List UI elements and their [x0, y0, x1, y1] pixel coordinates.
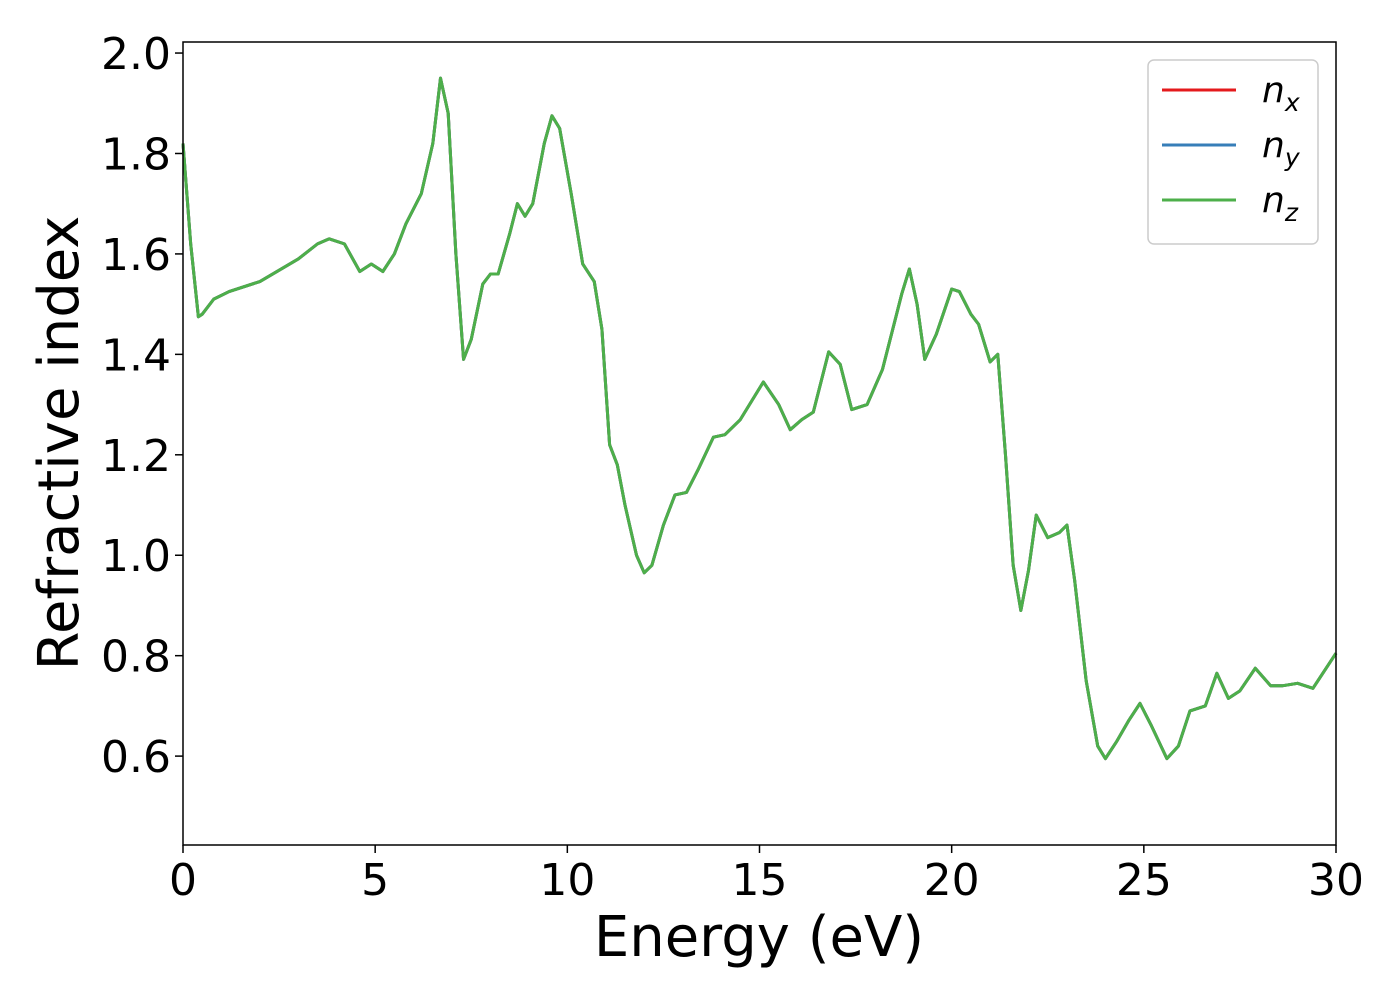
- x-axis-label: Energy (eV): [594, 905, 924, 970]
- legend-frame: [1147, 59, 1319, 245]
- y-tick-label: 1.4: [101, 330, 171, 381]
- legend-label: ny: [1262, 125, 1301, 172]
- x-tick-label: 30: [1308, 855, 1364, 906]
- x-tick-label: 20: [924, 855, 980, 906]
- x-tick-label: 0: [169, 855, 197, 906]
- legend-label: nx: [1262, 70, 1300, 117]
- x-tick-label: 25: [1116, 855, 1172, 906]
- x-tick-label: 5: [361, 855, 389, 906]
- y-axis-label: Refractive index: [27, 216, 92, 671]
- y-tick-label: 0.8: [101, 632, 171, 683]
- x-tick-label: 15: [732, 855, 788, 906]
- legend-label: nz: [1262, 180, 1299, 227]
- legend: nx ny nz: [1147, 59, 1319, 245]
- data-line: [181, 76, 1338, 761]
- y-tick-label: 1.6: [101, 230, 171, 281]
- y-tick-label: 1.0: [101, 531, 171, 582]
- y-tick-label: 1.2: [101, 431, 171, 482]
- plot-frame: [182, 41, 1337, 846]
- y-tick-label: 1.8: [101, 129, 171, 180]
- y-tick-label: 2.0: [101, 29, 171, 80]
- y-tick-label: 0.6: [101, 732, 171, 783]
- x-tick-label: 10: [539, 855, 595, 906]
